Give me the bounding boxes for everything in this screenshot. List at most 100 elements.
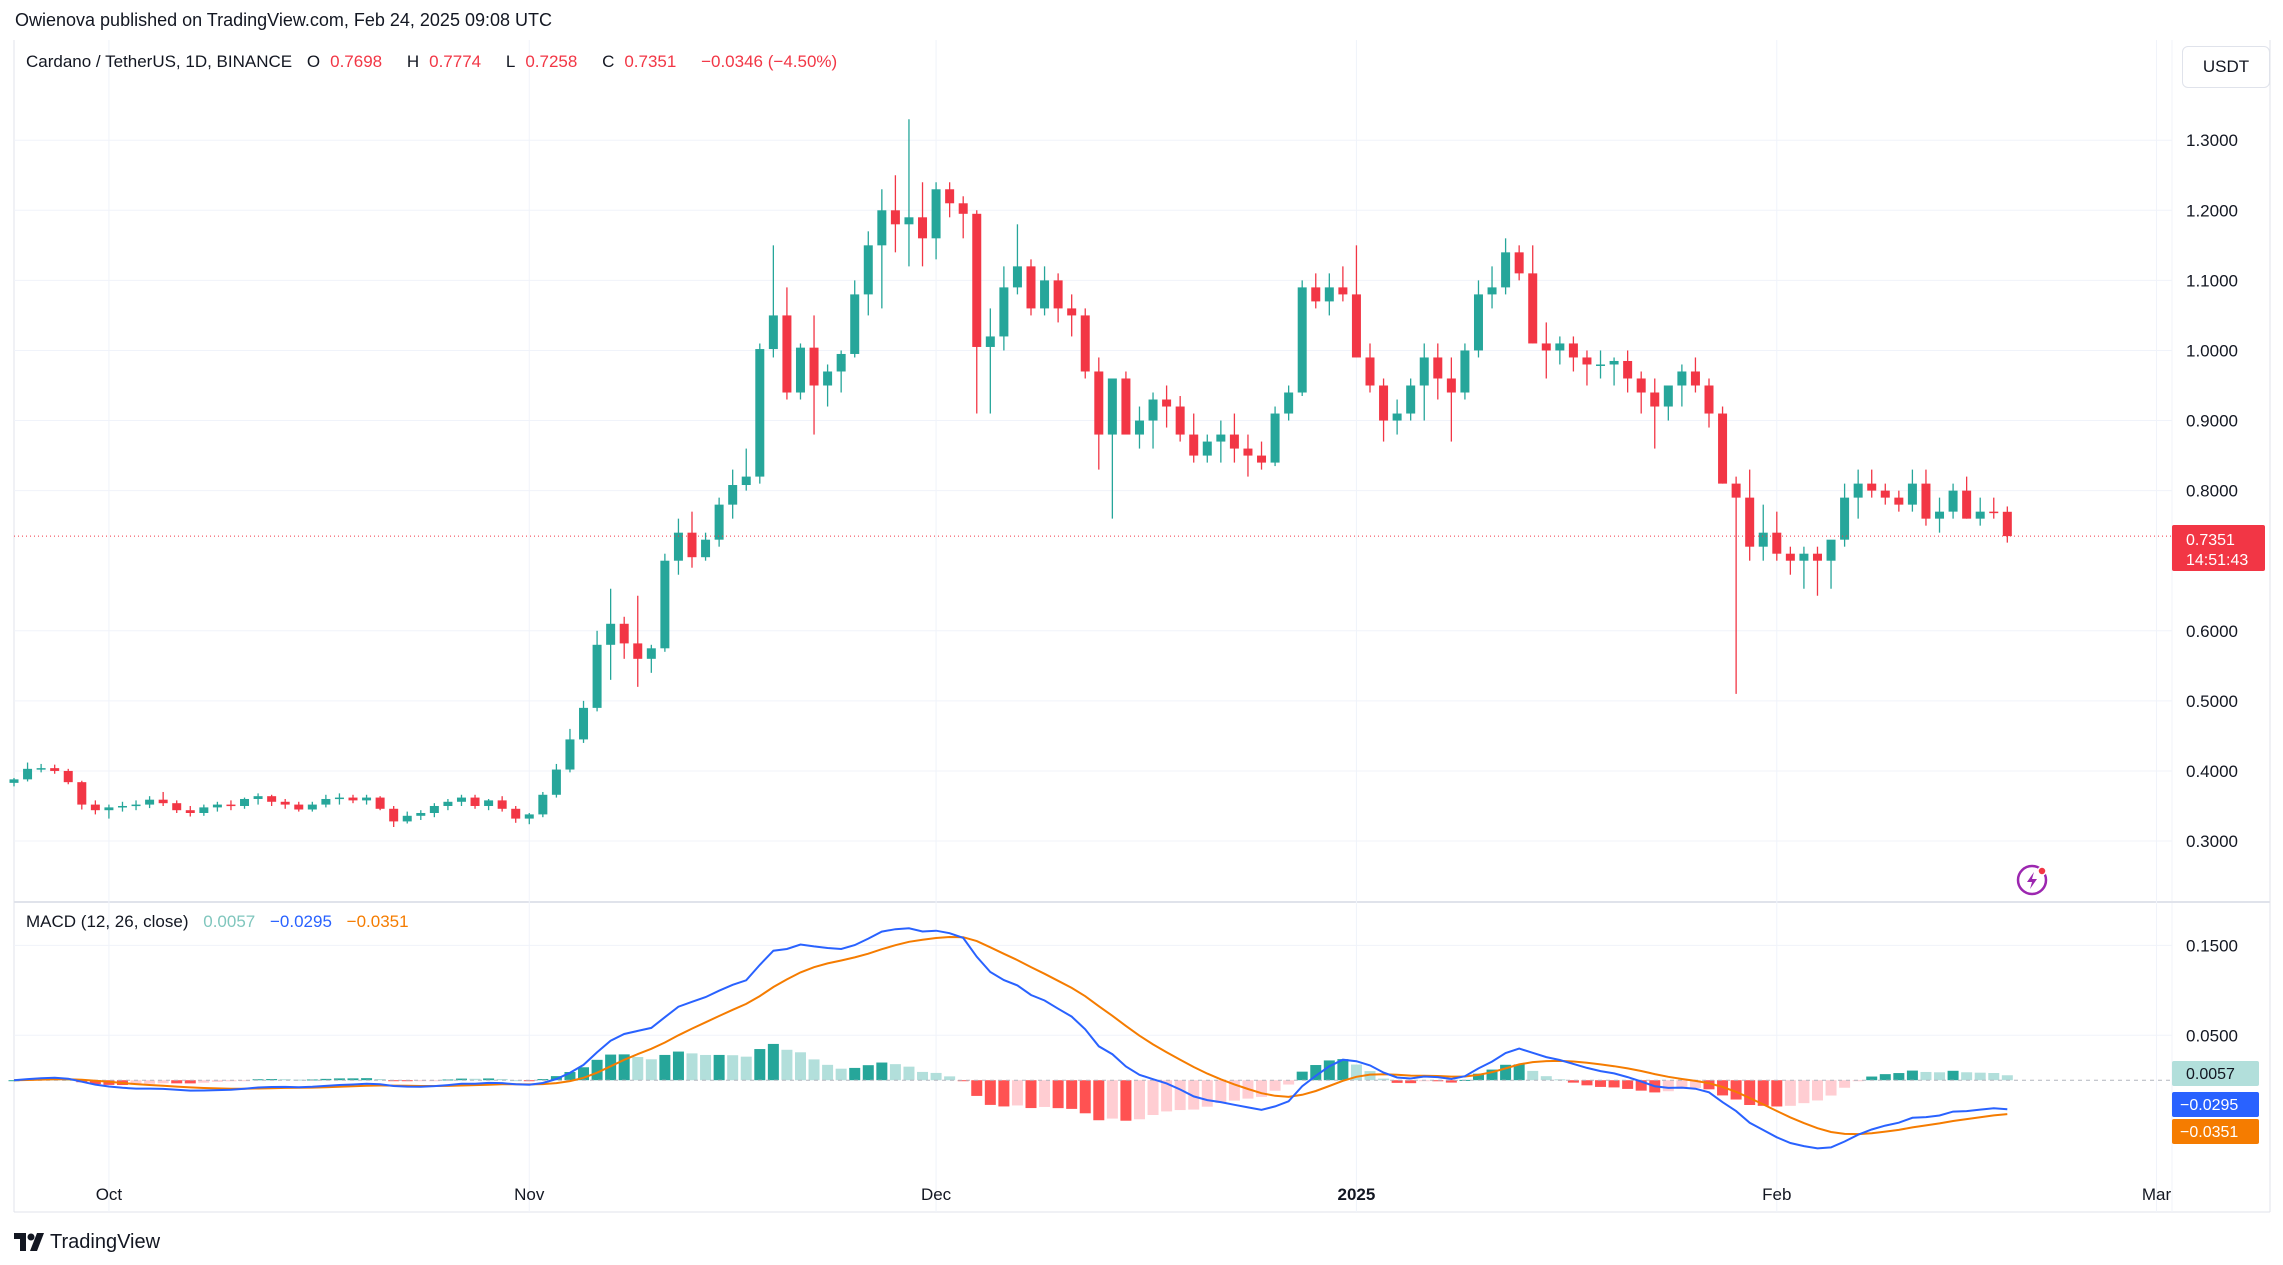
candle: [1731, 476, 1741, 694]
candle: [212, 801, 222, 812]
candle: [1257, 441, 1267, 470]
candle: [538, 791, 548, 818]
macd-hist-value: 0.0057: [203, 912, 256, 931]
symbol-title[interactable]: Cardano / TetherUS, 1D, BINANCE: [26, 52, 293, 71]
candle: [90, 800, 100, 815]
macd-hist-bar: [1730, 1080, 1742, 1100]
macd-hist-bar: [1771, 1080, 1783, 1107]
candle: [1596, 350, 1606, 379]
candle: [1840, 483, 1850, 547]
candle: [1555, 336, 1565, 365]
macd-hist-bar: [293, 1079, 305, 1081]
candle: [1012, 224, 1022, 295]
candle: [836, 350, 846, 393]
lightning-icon[interactable]: [2016, 864, 2048, 896]
macd-hist-bar: [347, 1078, 359, 1081]
candle: [1528, 245, 1538, 344]
macd-hist-bar: [605, 1054, 617, 1081]
price-tick-label: 0.6000: [2186, 622, 2238, 641]
price-grid: [14, 139, 2172, 842]
candle: [1040, 266, 1050, 316]
macd-hist-bar: [1608, 1080, 1620, 1088]
macd-title[interactable]: MACD (12, 26, close): [26, 912, 189, 931]
macd-hist-bar: [1961, 1072, 1973, 1081]
macd-hist-bar: [984, 1080, 996, 1105]
macd-hist-bar: [1513, 1064, 1525, 1081]
candle: [267, 794, 277, 806]
candle: [375, 796, 385, 811]
candle: [1894, 490, 1904, 512]
candle: [931, 182, 941, 260]
macd-hist-bar: [1120, 1080, 1132, 1121]
macd-hist-bar: [564, 1072, 576, 1081]
tradingview-logo[interactable]: TradingView: [14, 1227, 160, 1257]
candle: [145, 796, 155, 809]
macd-hist-bar: [469, 1078, 481, 1081]
candle: [23, 762, 33, 782]
macd-hist-bar: [225, 1080, 237, 1082]
time-axis[interactable]: Oct Nov Dec 2025 Feb Mar: [96, 1185, 2172, 1204]
candle: [1663, 385, 1673, 421]
candle: [63, 768, 73, 785]
candle: [579, 700, 589, 743]
macd-hist-bar: [1934, 1072, 1946, 1081]
macd-hist-bar: [1798, 1080, 1810, 1104]
candle: [1650, 378, 1660, 449]
candle: [1948, 483, 1958, 519]
macd-line-value: −0.0295: [269, 912, 332, 931]
macd-hist-bar: [822, 1064, 834, 1081]
macd-hist-bar: [1323, 1060, 1335, 1081]
macd-line-badge-value: −0.0295: [2180, 1097, 2238, 1114]
macd-hist-bar: [1133, 1080, 1145, 1120]
candle: [1867, 469, 1877, 498]
price-tick-label: 1.0000: [2186, 341, 2238, 360]
candle: [687, 511, 697, 568]
macd-hist-bar: [862, 1065, 874, 1081]
macd-hist-bar: [279, 1079, 291, 1081]
macd-tick-label: 0.1500: [2186, 936, 2238, 955]
candle: [36, 763, 46, 773]
open-value: 0.7698: [330, 52, 383, 71]
macd-hist-bar: [1215, 1080, 1227, 1103]
quote-currency-button[interactable]: USDT: [2182, 46, 2270, 88]
macd-hist-bar: [211, 1080, 223, 1082]
macd-legend: MACD (12, 26, close) 0.0057 −0.0295 −0.0…: [26, 912, 409, 932]
candle: [1501, 238, 1511, 295]
macd-hist-bar: [781, 1049, 793, 1081]
candle: [1297, 280, 1307, 397]
candle: [904, 119, 914, 267]
candle: [334, 793, 344, 805]
time-grid: [108, 40, 2157, 1212]
candle: [1975, 497, 1985, 526]
candle: [551, 763, 561, 798]
candle: [1989, 497, 1999, 519]
candle: [1826, 539, 1836, 589]
macd-hist-bar: [808, 1059, 820, 1081]
candle: [1311, 273, 1321, 309]
tradingview-logo-icon: [14, 1233, 44, 1251]
macd-axis[interactable]: 0.1500 0.0500: [2186, 936, 2238, 1045]
macd-hist-bar: [1893, 1073, 1905, 1081]
candle: [795, 343, 805, 400]
macd-hist-bar: [266, 1079, 278, 1081]
open-label: O: [306, 52, 321, 71]
macd-hist-bar: [794, 1052, 806, 1081]
macd-hist-bar: [89, 1080, 101, 1085]
close-value: 0.7351: [624, 52, 677, 71]
macd-signal-value: −0.0351: [346, 912, 409, 931]
macd-hist-bar: [1784, 1080, 1796, 1106]
macd-line: [13, 927, 2008, 1150]
candle: [1745, 469, 1755, 561]
macd-hist-bar: [1269, 1080, 1281, 1091]
macd-hist-bar: [1188, 1080, 1200, 1110]
candle: [768, 245, 778, 358]
price-axis[interactable]: 1.3000 1.2000 1.1000 1.0000 0.9000 0.8000 0.60…: [2186, 131, 2238, 851]
brand-label: TradingView: [50, 1230, 161, 1253]
candle: [456, 794, 466, 806]
candle: [1107, 378, 1117, 519]
candle: [429, 803, 439, 818]
candle: [1690, 357, 1700, 393]
candle: [660, 553, 670, 652]
candle: [755, 343, 765, 484]
